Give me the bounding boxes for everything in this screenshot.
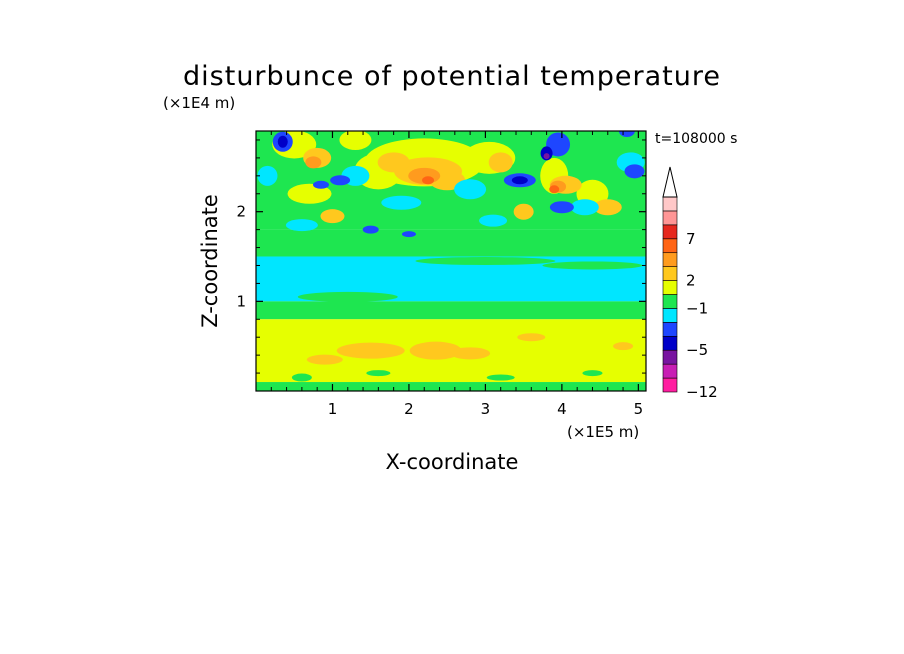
purple-core xyxy=(543,153,550,160)
red-core xyxy=(422,176,435,185)
x-tick-label: 4 xyxy=(557,400,567,418)
blue-patch xyxy=(624,164,645,179)
cyan-patch xyxy=(570,199,599,216)
blue-patch xyxy=(313,180,329,189)
cyan-patch xyxy=(454,179,487,200)
orange-patch xyxy=(306,354,343,365)
cyan-streak xyxy=(583,273,646,284)
orange-patch xyxy=(450,347,491,360)
blue-patch xyxy=(401,231,416,238)
x-axis-label: X-coordinate xyxy=(386,450,519,474)
colorbar-tick-label: −5 xyxy=(686,341,708,359)
colorbar-tick-label: −1 xyxy=(686,299,708,317)
blue-patch xyxy=(362,225,379,234)
green-spot xyxy=(486,374,515,381)
colorbar-segment xyxy=(662,266,678,281)
x-tick-label: 5 xyxy=(634,400,644,418)
orange-patch xyxy=(409,341,462,360)
green-wisp xyxy=(297,291,398,302)
red-core xyxy=(549,185,560,194)
blue-patch xyxy=(330,175,351,186)
cyan-streak xyxy=(476,284,617,297)
colorbar-tick-label: −12 xyxy=(686,383,718,401)
orange-patch xyxy=(513,203,534,220)
y-axis: 12 xyxy=(236,139,646,374)
x-axis: 1 2 3 4 5 xyxy=(270,131,644,418)
yellow-patch xyxy=(339,131,372,150)
cyan-patch xyxy=(285,219,318,232)
orange-patch xyxy=(336,342,405,359)
cyan-patch xyxy=(381,195,422,210)
plot-frame xyxy=(255,130,647,392)
colorbar-segment xyxy=(662,280,678,295)
colorbar-segment xyxy=(662,210,678,226)
contour-field xyxy=(256,131,646,391)
green-wisp xyxy=(415,257,556,265)
lower-green-band xyxy=(256,301,646,320)
orange-patch xyxy=(593,199,622,216)
orange-patch xyxy=(320,209,345,224)
colorbar-extend-arrow xyxy=(662,166,678,198)
blue-patch xyxy=(549,201,574,214)
orange-patch xyxy=(613,342,634,351)
colorbar-segment xyxy=(662,224,678,240)
navy-core xyxy=(511,176,528,185)
green-wisp xyxy=(542,261,643,270)
y-axis-label: Z-coordinate xyxy=(198,194,222,328)
colorbar-tick-label: 7 xyxy=(686,230,696,248)
colorbar-segment xyxy=(662,196,678,212)
colorbar: 7 2 −1 −5 −12 xyxy=(662,166,718,401)
x-tick-label: 1 xyxy=(328,400,338,418)
colorbar-segment xyxy=(662,252,678,267)
colorbar-segment xyxy=(662,377,678,393)
orange-patch xyxy=(517,333,546,342)
y-tick-label: 2 xyxy=(236,203,246,221)
blue-patch xyxy=(546,132,571,157)
orange-patch xyxy=(377,152,410,173)
cyan-patch xyxy=(257,165,278,186)
y-axis-unit: (×1E4 m) xyxy=(163,94,235,112)
surface-band xyxy=(256,382,646,391)
cyan-patch xyxy=(479,214,508,227)
green-spot xyxy=(366,370,391,377)
green-spot xyxy=(291,373,312,382)
orange-patch xyxy=(488,152,513,173)
colorbar-segment xyxy=(662,349,678,365)
x-axis-unit: (×1E5 m) xyxy=(567,423,639,441)
time-label: t=108000 s xyxy=(655,131,737,147)
colorbar-tick-label: 2 xyxy=(686,272,696,290)
colorbar-segment xyxy=(662,308,678,323)
chart-title: disturbunce of potential temperature xyxy=(183,61,721,92)
colorbar-segment xyxy=(662,363,678,379)
x-tick-label: 3 xyxy=(481,400,491,418)
orange-core xyxy=(305,156,322,169)
green-spot xyxy=(582,370,603,377)
cyan-streak xyxy=(256,281,355,294)
cyan-streak xyxy=(334,276,515,291)
y-tick-label: 1 xyxy=(236,292,246,310)
x-tick-label: 2 xyxy=(404,400,414,418)
colorbar-segment xyxy=(662,238,678,254)
colorbar-segment xyxy=(662,322,678,337)
navy-core xyxy=(277,135,288,148)
colorbar-segment xyxy=(662,335,678,351)
colorbar-segment xyxy=(662,294,678,309)
upper-green-band xyxy=(256,229,646,257)
